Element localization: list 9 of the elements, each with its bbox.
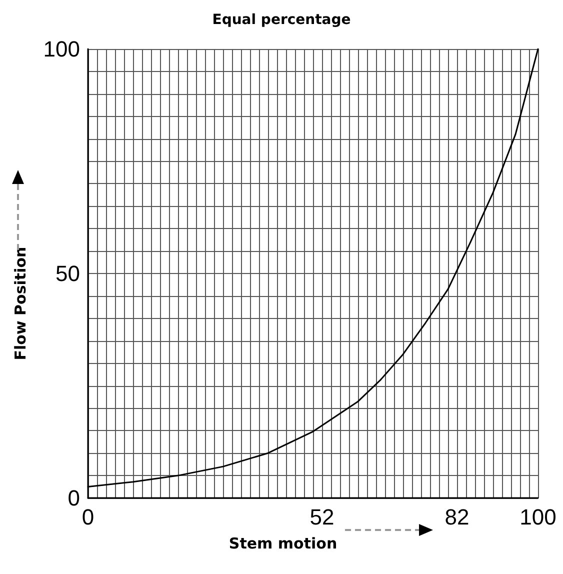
x-tick-label: 100 [520,504,556,530]
y-axis-title: Flow Position [12,246,30,360]
chart-title: Equal percentage [212,12,351,28]
y-tick-label: 50 [56,261,80,286]
y-tick-label: 0 [68,486,80,510]
x-axis-title: Stem motion [228,534,338,552]
x-tick-label: 52 [310,504,334,530]
x-tick-label: 82 [444,504,470,530]
y-tick-label: 100 [43,36,80,62]
